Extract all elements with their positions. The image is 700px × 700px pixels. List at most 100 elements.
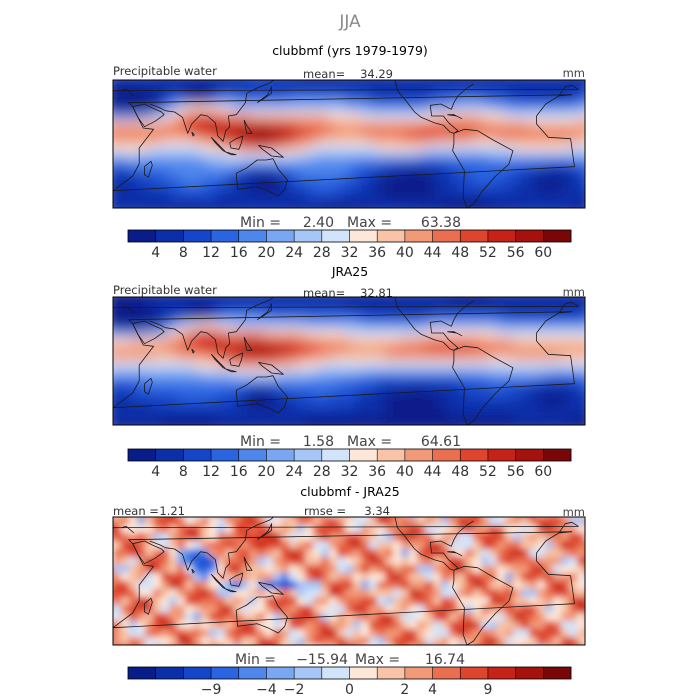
coastline bbox=[210, 354, 227, 370]
colorbar-swatch bbox=[155, 230, 184, 242]
max-value: 16.74 bbox=[425, 652, 465, 668]
colorbar-swatch bbox=[543, 667, 572, 679]
colorbar-swatch bbox=[128, 449, 156, 461]
min-value: 1.58 bbox=[303, 434, 334, 450]
coastline bbox=[243, 119, 253, 134]
mean-label: mean= bbox=[303, 67, 345, 81]
panel-model: clubbmf (yrs 1979-1979) Precipitable wat… bbox=[112, 43, 586, 261]
colorbar-tick-label: 48 bbox=[451, 464, 469, 480]
min-label: Min = bbox=[240, 215, 281, 231]
coastline bbox=[132, 320, 165, 345]
colorbar-swatch bbox=[321, 230, 350, 242]
colorbar-swatch bbox=[294, 667, 323, 679]
coastline bbox=[452, 565, 514, 645]
colorbar-frame bbox=[127, 229, 572, 243]
variable-label: Precipitable water bbox=[113, 283, 217, 297]
coastline bbox=[447, 551, 463, 557]
map-field bbox=[113, 297, 585, 425]
colorbar-swatch bbox=[183, 449, 212, 461]
panel-title: clubbmf - JRA25 bbox=[300, 484, 400, 499]
coastline bbox=[113, 94, 575, 192]
colorbar-swatch bbox=[404, 449, 433, 461]
colorbar-swatch bbox=[487, 449, 516, 461]
coastline bbox=[191, 131, 195, 137]
coastline bbox=[229, 572, 244, 587]
coastline bbox=[191, 568, 195, 574]
coastline bbox=[225, 368, 237, 373]
colorbar-swatch bbox=[155, 667, 184, 679]
map-frame bbox=[112, 516, 586, 646]
colorbar-swatch bbox=[487, 230, 516, 242]
colorbar-tick-label: 60 bbox=[534, 245, 552, 261]
coastlines bbox=[113, 80, 579, 208]
colorbar-swatch bbox=[266, 230, 295, 242]
colorbar-tick-label: 8 bbox=[179, 464, 188, 480]
coastline bbox=[235, 595, 288, 634]
coastline bbox=[258, 581, 284, 595]
colorbar-swatch bbox=[349, 667, 378, 679]
colorbar-tick-label: 12 bbox=[202, 245, 220, 261]
max-label: Max = bbox=[355, 652, 400, 668]
min-label: Min = bbox=[235, 652, 276, 668]
colorbar-swatch bbox=[460, 230, 489, 242]
colorbar-swatch bbox=[238, 449, 267, 461]
colorbar-swatch bbox=[155, 449, 184, 461]
coastline bbox=[132, 540, 165, 565]
coastline bbox=[132, 103, 165, 128]
coastline bbox=[113, 84, 579, 97]
colorbar-swatch bbox=[404, 230, 433, 242]
coastline bbox=[165, 517, 275, 579]
coastline bbox=[149, 103, 166, 112]
coastlines bbox=[113, 297, 579, 425]
colorbar-swatch bbox=[377, 230, 406, 242]
mean-value: 34.29 bbox=[360, 67, 393, 81]
colorbar-swatch bbox=[211, 667, 240, 679]
colorbar-tick-label: 36 bbox=[368, 464, 386, 480]
colorbar-tick-label: 8 bbox=[179, 245, 188, 261]
coastline bbox=[191, 348, 195, 354]
coastlines bbox=[113, 517, 579, 645]
colorbar-swatch bbox=[432, 230, 461, 242]
colorbar-swatch bbox=[294, 449, 323, 461]
colorbar-tick-label: 28 bbox=[313, 245, 331, 261]
colorbar: −9 −4 −2 0 2 4 9 bbox=[127, 666, 572, 698]
variable-label: Precipitable water bbox=[113, 64, 217, 78]
colorbar-tick-label: −4 bbox=[256, 682, 277, 698]
colorbar-tick-label: −2 bbox=[284, 682, 305, 698]
colorbar-swatch bbox=[349, 449, 378, 461]
colorbar-swatch bbox=[515, 230, 544, 242]
colorbar-tick-label: 4 bbox=[428, 682, 437, 698]
panel-title: JRA25 bbox=[331, 264, 368, 279]
colorbar-tick-label: 24 bbox=[285, 464, 303, 480]
colorbar-swatch bbox=[349, 230, 378, 242]
colorbar-swatch bbox=[377, 449, 406, 461]
coastline bbox=[229, 352, 244, 367]
colorbar-tick-label: 0 bbox=[345, 682, 354, 698]
max-label: Max = bbox=[347, 434, 392, 450]
season-title: JJA bbox=[338, 12, 361, 32]
colorbar-tick-label: 52 bbox=[479, 245, 497, 261]
colorbar-tick-label: 60 bbox=[534, 464, 552, 480]
colorbar-tick-label: 36 bbox=[368, 245, 386, 261]
colorbar-tick-label: 16 bbox=[230, 245, 248, 261]
units-label: mm bbox=[563, 66, 585, 80]
colorbar-swatch bbox=[432, 449, 461, 461]
colorbar-swatch bbox=[321, 667, 350, 679]
colorbar-swatch bbox=[460, 449, 489, 461]
colorbar-swatch bbox=[543, 449, 572, 461]
colorbar-swatch bbox=[238, 667, 267, 679]
colorbar-swatch bbox=[377, 667, 406, 679]
map-field bbox=[113, 517, 585, 645]
min-label: Min = bbox=[240, 434, 281, 450]
colorbar-tick-label: 9 bbox=[483, 682, 492, 698]
panel-title: clubbmf (yrs 1979-1979) bbox=[272, 43, 428, 58]
min-value: 2.40 bbox=[303, 215, 334, 231]
colorbar-swatch bbox=[211, 230, 240, 242]
coastline bbox=[225, 588, 237, 593]
coastline bbox=[243, 336, 253, 351]
map-frame bbox=[112, 296, 586, 426]
coastline bbox=[113, 531, 575, 629]
colorbar-swatch bbox=[266, 449, 295, 461]
colorbar-tick-label: −9 bbox=[201, 682, 222, 698]
